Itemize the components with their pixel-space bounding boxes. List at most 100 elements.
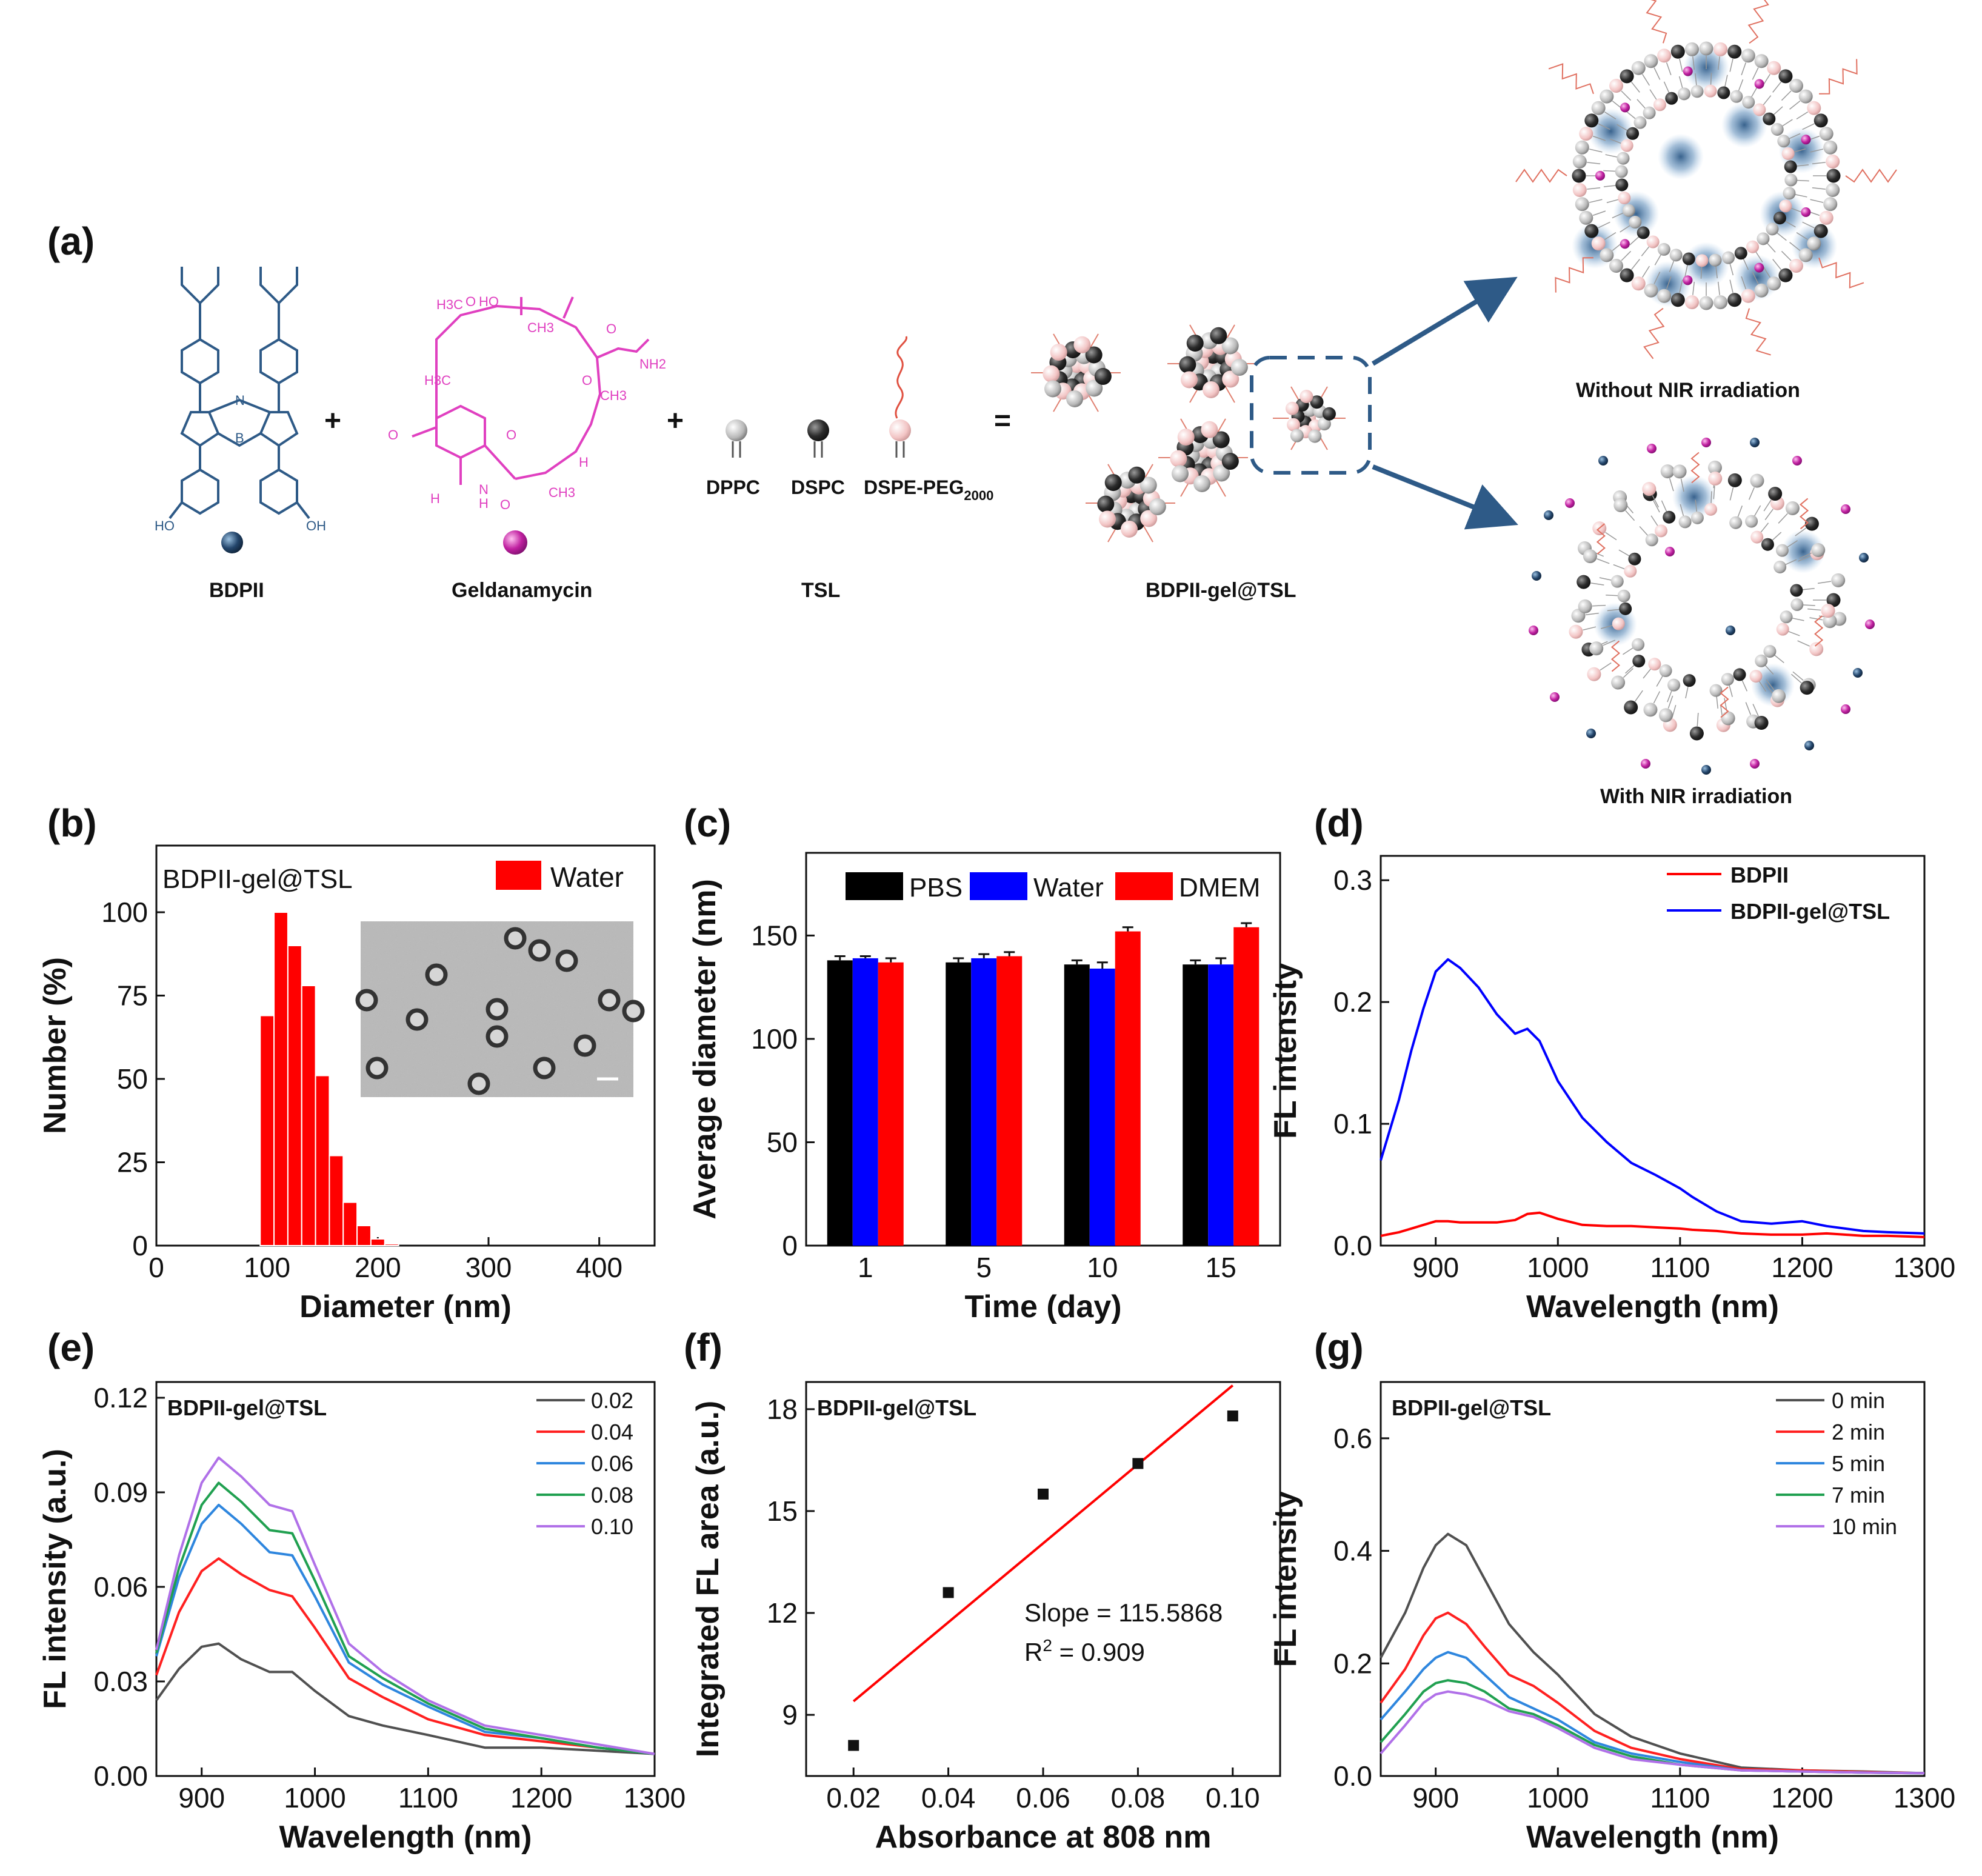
chem-label-1: O — [465, 294, 476, 309]
chart-e-xlabel: Wavelength (nm) — [279, 1820, 532, 1855]
chart-e-xtick-label: 1000 — [284, 1782, 345, 1814]
lipid-head — [1612, 617, 1625, 630]
bdpii-atom-labels: HO OH N B — [155, 393, 326, 533]
chart-b-vesicle — [365, 1057, 389, 1080]
lipid-head — [1763, 112, 1776, 125]
lipid-tail — [1752, 272, 1759, 284]
lipid-head — [1659, 664, 1672, 678]
lipid-sphere — [1140, 510, 1158, 527]
peg-chain — [1610, 640, 1620, 672]
lipid-head — [1809, 642, 1824, 656]
lipid-tail — [1599, 577, 1612, 581]
peg-strand — [1088, 395, 1099, 412]
lipid-tail — [1797, 164, 1809, 167]
label-dspe-peg: DSPE-PEG2000 — [864, 476, 993, 503]
chart-b-bar — [356, 1225, 372, 1246]
lipid-tail — [1789, 133, 1801, 139]
lipid-tail — [1729, 263, 1734, 276]
lipid-head — [1785, 501, 1800, 516]
lipid-sphere — [1128, 466, 1146, 484]
lipid-head — [1755, 654, 1768, 667]
peg-chain — [1515, 169, 1567, 183]
lipid-tail — [1753, 505, 1761, 516]
lipid-tail — [1724, 75, 1728, 87]
peg-chain — [1690, 452, 1700, 484]
lipid-tail — [1617, 124, 1628, 131]
chart-f-r2-value: = 0.909 — [1052, 1638, 1145, 1666]
lipid-head — [1727, 44, 1742, 59]
released-molecule — [1865, 619, 1875, 629]
lipid-head — [1670, 293, 1685, 307]
chart-e-legend-label: 0.06 — [591, 1451, 633, 1476]
lipid-head — [1591, 101, 1606, 115]
lipid-tail — [1618, 549, 1630, 556]
lipid-head — [1823, 197, 1838, 212]
lipid-sphere — [1322, 407, 1336, 421]
chart-f-title: BDPII-gel@TSL — [817, 1395, 976, 1420]
peg-chain — [895, 336, 907, 419]
chart-g-ytick-label: 0.2 — [1333, 1647, 1372, 1679]
peg-chain — [1555, 257, 1593, 293]
lipid-head — [1790, 598, 1804, 611]
peg-chain — [1643, 307, 1665, 359]
lipid-head — [1695, 254, 1709, 267]
released-molecule — [1853, 668, 1863, 678]
lipid-tail — [1605, 154, 1618, 158]
lipid-head — [1660, 464, 1675, 479]
geldanamycin-dot — [1754, 79, 1764, 89]
lipid-tail — [1763, 95, 1772, 105]
lipid-head — [1733, 668, 1746, 681]
lipid-head — [1645, 533, 1658, 547]
chart-e-legend-label: 0.10 — [591, 1514, 633, 1539]
lipid-tail — [1643, 668, 1652, 679]
lipid-head — [1644, 283, 1658, 298]
lipid-sphere — [1213, 464, 1230, 482]
chart-f-ytick-label: 15 — [767, 1495, 798, 1527]
released-molecule — [1544, 510, 1553, 520]
chart-b-bar — [287, 945, 302, 1246]
chart-e-xtick-label: 1200 — [510, 1782, 572, 1814]
lipid-sphere — [1221, 453, 1239, 470]
chart-b-vesicle — [485, 1025, 509, 1048]
chart-e-series-line — [155, 1642, 655, 1755]
lipid-tail — [1667, 690, 1672, 703]
chart-b-vesicle — [467, 1072, 490, 1095]
chart-d-xtick-label: 1300 — [1894, 1252, 1955, 1283]
lipid-tail — [1590, 582, 1604, 586]
lipid-head — [1626, 127, 1640, 140]
lipid-tail — [1777, 232, 1787, 241]
lipid-tail — [1603, 639, 1616, 646]
lipid-head — [1784, 160, 1797, 173]
lipid-head — [1642, 482, 1657, 496]
lipid-head — [1819, 127, 1834, 141]
geldanamycin-dot — [1801, 135, 1811, 145]
panel-label-d: (d) — [1314, 801, 1364, 845]
chart-b-xtick-label: 300 — [465, 1252, 512, 1283]
chart-f-point — [1227, 1410, 1238, 1422]
chart-d-series-line — [1380, 958, 1925, 1235]
lipid-sphere — [1073, 336, 1091, 353]
geldanamycin-labels: H3C O HO CH3 O NH2 H3C O CH3 O O N H O C… — [388, 294, 666, 512]
lipid-head — [1600, 248, 1614, 262]
lipid-tail — [1796, 232, 1809, 240]
label-bdpii: BDPII — [209, 579, 264, 602]
released-molecule — [1859, 553, 1869, 562]
lipid-head — [1729, 516, 1743, 529]
lipid-head — [1742, 96, 1755, 109]
lipid-head — [1813, 113, 1828, 128]
lipid-tail — [1729, 279, 1733, 293]
lipid-tail — [1661, 500, 1667, 512]
lipid-head — [1789, 79, 1803, 93]
lipid-tail — [1729, 685, 1733, 697]
lipid-head — [1826, 593, 1841, 607]
lipid-tail — [1641, 246, 1650, 256]
chart-b-bar — [342, 1201, 358, 1246]
lipid-tail — [1685, 686, 1689, 699]
lipid-head — [1578, 599, 1592, 613]
lipid-head — [1704, 502, 1717, 516]
equals-sign: = — [994, 405, 1011, 437]
lipid-head — [1766, 222, 1779, 236]
chart-d-xtick-label: 1200 — [1771, 1252, 1833, 1283]
lipid-tail — [1795, 527, 1807, 536]
